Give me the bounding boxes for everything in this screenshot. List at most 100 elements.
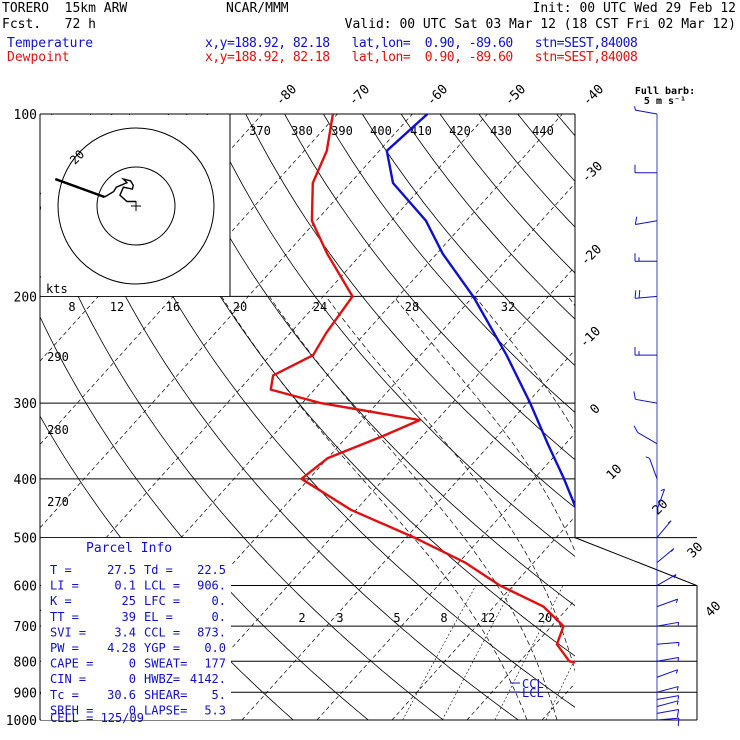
dry-adiabat-line	[323, 114, 575, 413]
wind-barb-shaft	[656, 489, 665, 511]
wind-barb-half-flag	[634, 106, 636, 111]
isotherm-label: 10	[604, 462, 626, 484]
wind-barb	[656, 717, 680, 727]
hodograph-ring-outer	[57, 127, 215, 285]
wind-barb-shaft	[656, 686, 679, 693]
forecast-label: Fcst. 72 h	[2, 17, 96, 32]
dry-adiabat-line	[361, 114, 575, 367]
moist-adiabat-line	[664, 296, 712, 720]
wind-barb-flag	[677, 718, 680, 727]
dry-adiabat-line	[634, 114, 740, 720]
wind-barb-half-flag	[676, 686, 679, 691]
pressure-tick-label: 600	[14, 580, 37, 595]
parcel-value: 4142.	[190, 672, 226, 686]
parcel-value: 5.	[212, 688, 226, 702]
wind-barb-column: Full barb:5 m s⁻¹	[633, 86, 695, 727]
parcel-value: 4.28	[107, 641, 136, 655]
isotherm-line	[391, 516, 575, 720]
parcel-key: SWEAT=	[144, 657, 187, 671]
wind-barb-shaft	[656, 695, 679, 700]
wind-barb	[656, 621, 680, 627]
theta-label: 430	[490, 124, 512, 138]
wind-barb-shaft	[656, 548, 675, 564]
moist-adiabat-label: 20	[233, 300, 247, 314]
parcel-value: 22.5	[197, 563, 226, 577]
mixing-ratio-line	[652, 586, 711, 720]
wind-barb-flag	[634, 290, 637, 299]
wind-barb	[634, 253, 657, 262]
parcel-key: SREH =	[50, 703, 93, 717]
parcel-key: SHEAR=	[144, 688, 187, 702]
dry-adiabat-line	[51, 114, 519, 720]
isotherm-label: -50	[502, 82, 529, 109]
parcel-key: CCL =	[144, 625, 180, 639]
isotherm-label: -30	[579, 159, 606, 186]
wind-barb-shaft	[656, 709, 679, 714]
wind-barb-half-flag	[660, 488, 665, 492]
dry-adiabat-line	[556, 114, 575, 137]
ccl-label: CCL	[522, 677, 544, 691]
mixing-ratio-label: 5	[393, 611, 400, 625]
hodograph-ring-inner	[96, 166, 176, 246]
wind-barb	[656, 548, 675, 564]
org-label: NCAR/MMM	[226, 1, 289, 16]
parcel-panel-title: Parcel Info	[86, 541, 172, 556]
wind-barb-shaft	[656, 574, 677, 586]
wind-barb	[634, 216, 658, 226]
parcel-value: 873.	[197, 625, 226, 639]
wind-barb-shaft	[649, 458, 658, 480]
dewpoint-legend: Dewpoint	[7, 50, 70, 65]
isotherm-label: 40	[703, 599, 725, 621]
wind-barb-shaft	[635, 295, 658, 299]
wind-barb-shaft	[656, 641, 679, 645]
theta-left-label: 270	[47, 495, 69, 509]
wind-barb-half-flag	[667, 520, 672, 524]
wind-barb-shaft	[656, 621, 679, 627]
parcel-key: SVI =	[50, 625, 86, 639]
theta-label: 400	[370, 124, 392, 138]
theta-label: 440	[532, 124, 554, 138]
dry-adiabat-line	[595, 114, 740, 720]
dry-adiabat-line	[712, 114, 740, 720]
pressure-tick-label: 800	[14, 655, 37, 670]
moist-adiabat-line	[325, 296, 575, 672]
theta-left-label: 290	[47, 350, 69, 364]
parcel-value: 0.	[212, 610, 226, 624]
parcel-key: Td =	[144, 563, 173, 577]
temperature-legend: Temperature	[7, 36, 94, 51]
parcel-panel-background	[41, 538, 231, 720]
wind-barb-shaft	[656, 669, 678, 678]
isotherm-label: 0	[587, 401, 603, 417]
moist-adiabat-line	[269, 296, 558, 720]
wind-barb-shaft	[635, 109, 658, 115]
parcel-value: 0	[129, 672, 136, 686]
wind-barb-half-flag	[675, 669, 679, 674]
moist-adiabat-line	[474, 296, 575, 433]
mixing-ratio-line	[442, 585, 514, 720]
wind-barb-shaft	[656, 598, 678, 608]
theta-left-label: 280	[47, 423, 69, 437]
pressure-tick-label: 500	[14, 532, 37, 547]
temperature-profile-line	[385, 114, 575, 510]
parcel-key: LI =	[50, 579, 79, 593]
parcel-key: TT =	[50, 610, 79, 624]
plot-frame	[39, 114, 698, 720]
wind-barb	[634, 289, 658, 299]
mixing-ratio-line	[592, 586, 655, 720]
parcel-value: 0.	[212, 594, 226, 608]
dry-adiabat-line	[517, 114, 575, 182]
parcel-key: PW =	[50, 641, 79, 655]
parcel-value: 3.4	[114, 625, 136, 639]
parcel-value: 27.5	[107, 563, 136, 577]
moist-adiabat-label: 24	[313, 300, 327, 314]
model-label: TORERO 15km ARW	[2, 1, 128, 16]
wind-barb-flag	[676, 709, 680, 718]
frame-right-lower	[574, 537, 698, 720]
theta-label: 370	[249, 124, 271, 138]
dry-adiabat-line	[400, 114, 575, 320]
wind-barb-half-flag	[677, 622, 680, 627]
dry-adiabat-line	[206, 114, 575, 557]
wind-barb	[656, 520, 672, 538]
